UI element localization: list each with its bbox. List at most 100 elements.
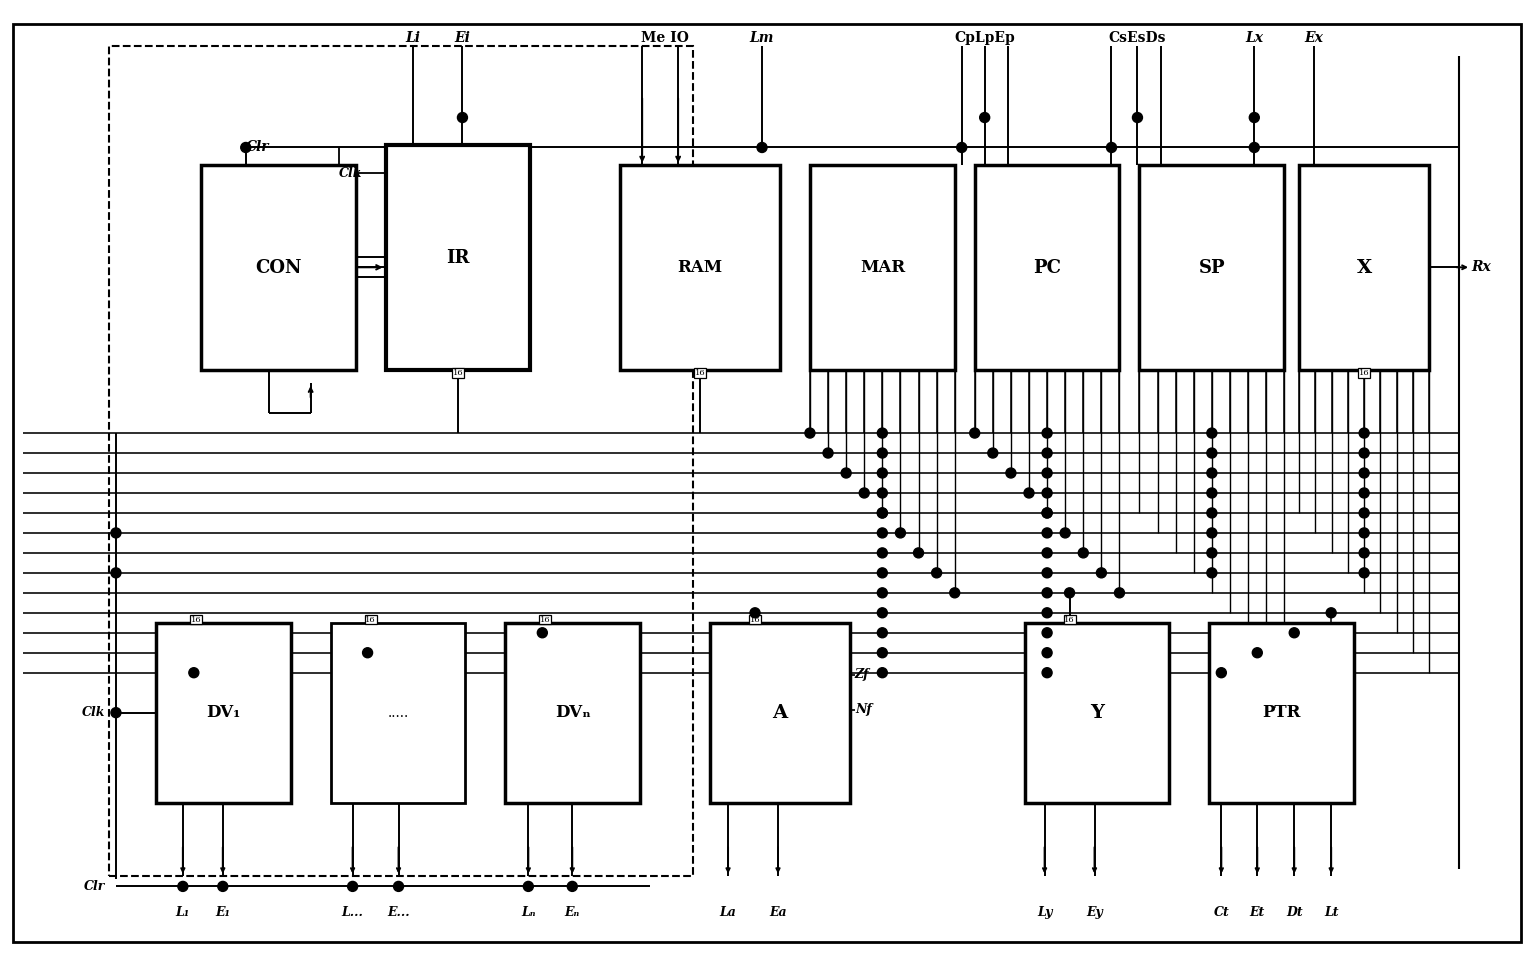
Text: Ei: Ei [454, 31, 471, 45]
Circle shape [1042, 528, 1052, 538]
Text: Lt: Lt [1324, 906, 1339, 919]
Text: DVₙ: DVₙ [555, 704, 591, 721]
Text: CsEsDs: CsEsDs [1109, 31, 1166, 45]
Circle shape [1359, 448, 1370, 458]
Text: Y: Y [1091, 704, 1104, 722]
Circle shape [1042, 668, 1052, 678]
Circle shape [1025, 488, 1034, 498]
Circle shape [877, 627, 887, 638]
Circle shape [1060, 528, 1071, 538]
Text: Ly: Ly [1037, 906, 1052, 919]
Text: Clk: Clk [339, 167, 362, 180]
Bar [156, 623, 291, 802]
Text: 16: 16 [453, 370, 463, 377]
Text: Dt: Dt [1285, 906, 1302, 919]
Text: E...: E... [387, 906, 410, 919]
Circle shape [1249, 113, 1259, 122]
Circle shape [1132, 113, 1143, 122]
Text: Zf: Zf [854, 668, 870, 681]
Circle shape [1097, 568, 1106, 578]
Circle shape [1115, 588, 1124, 598]
Text: 16: 16 [750, 616, 761, 624]
Circle shape [896, 528, 905, 538]
Text: .....: ..... [388, 706, 408, 720]
Circle shape [877, 428, 887, 438]
Text: L...: L... [342, 906, 364, 919]
Circle shape [1289, 627, 1299, 638]
Circle shape [980, 113, 989, 122]
Text: 16: 16 [540, 616, 551, 624]
Circle shape [1042, 508, 1052, 518]
Bar [385, 145, 531, 371]
Circle shape [1042, 627, 1052, 638]
Circle shape [362, 647, 373, 658]
Bar [974, 165, 1120, 371]
Text: Clr: Clr [245, 140, 270, 155]
Text: PTR: PTR [1262, 704, 1301, 721]
Text: Ct: Ct [1213, 906, 1229, 919]
Circle shape [1252, 647, 1262, 658]
Circle shape [756, 142, 767, 153]
Circle shape [457, 113, 468, 122]
Text: 16: 16 [1359, 370, 1370, 377]
Circle shape [1042, 508, 1052, 518]
Circle shape [537, 627, 548, 638]
Circle shape [877, 508, 887, 518]
Circle shape [1216, 668, 1226, 678]
Bar [1140, 165, 1284, 371]
Circle shape [1042, 468, 1052, 478]
Circle shape [1359, 508, 1370, 518]
Text: CON: CON [255, 259, 302, 277]
Circle shape [750, 607, 759, 618]
Circle shape [824, 448, 833, 458]
Circle shape [805, 428, 815, 438]
Circle shape [877, 588, 887, 598]
Circle shape [877, 568, 887, 578]
Circle shape [914, 548, 923, 558]
Text: Ex: Ex [1305, 31, 1324, 45]
Text: IR: IR [446, 249, 469, 266]
Circle shape [110, 708, 121, 717]
Circle shape [523, 881, 534, 891]
Bar [109, 46, 693, 877]
Circle shape [189, 668, 199, 678]
Text: 16: 16 [695, 370, 706, 377]
Circle shape [877, 488, 887, 498]
Text: MAR: MAR [859, 260, 905, 276]
Circle shape [178, 881, 187, 891]
Circle shape [1359, 468, 1370, 478]
Bar [505, 623, 640, 802]
Circle shape [1042, 548, 1052, 558]
Bar [331, 623, 465, 802]
Circle shape [969, 428, 980, 438]
Text: Clk: Clk [81, 706, 104, 719]
Text: SP: SP [1198, 259, 1226, 277]
Circle shape [1042, 488, 1052, 498]
Circle shape [841, 468, 851, 478]
Text: RAM: RAM [678, 260, 723, 276]
Bar [810, 165, 954, 371]
Text: Rx: Rx [1471, 261, 1491, 274]
Text: 16: 16 [1065, 616, 1075, 624]
Circle shape [1078, 548, 1088, 558]
Circle shape [241, 142, 250, 153]
Text: 16: 16 [365, 616, 376, 624]
Text: A: A [773, 704, 787, 722]
Circle shape [877, 668, 887, 678]
Text: L₁: L₁ [176, 906, 190, 919]
Circle shape [394, 881, 403, 891]
Circle shape [988, 448, 997, 458]
Circle shape [1359, 488, 1370, 498]
Circle shape [1207, 428, 1216, 438]
Text: Me IO: Me IO [641, 31, 689, 45]
Text: Lₙ: Lₙ [522, 906, 535, 919]
Circle shape [1042, 568, 1052, 578]
Circle shape [1042, 607, 1052, 618]
Circle shape [1065, 588, 1074, 598]
Circle shape [1359, 528, 1370, 538]
Circle shape [950, 588, 960, 598]
Bar [201, 165, 356, 371]
Circle shape [1042, 588, 1052, 598]
Bar [1025, 623, 1169, 802]
Circle shape [1359, 548, 1370, 558]
